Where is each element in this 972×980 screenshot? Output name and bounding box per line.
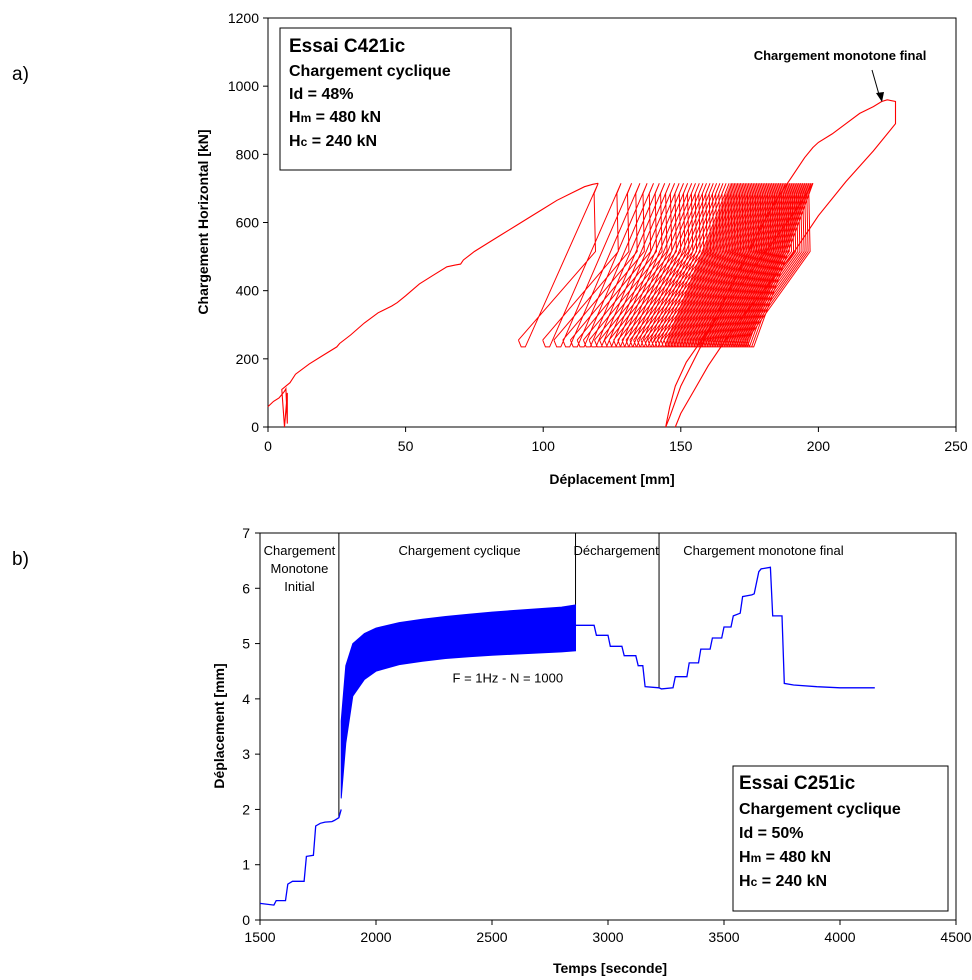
x-tick-label-b-3: 3000 bbox=[592, 929, 623, 945]
panel-label-b: b) bbox=[12, 549, 29, 570]
phase-label-0-1: Monotone bbox=[271, 561, 329, 576]
x-ticks-b: 1500 2000 2500 3000 3500 4000 4500 bbox=[244, 920, 972, 945]
x-tick-label-b-0: 1500 bbox=[244, 929, 275, 945]
x-axis-label-a: Déplacement [mm] bbox=[549, 471, 674, 487]
series-initial-loading bbox=[267, 182, 599, 428]
series-group-b bbox=[259, 533, 875, 906]
x-tick-label-b-2: 2500 bbox=[476, 929, 507, 945]
x-tick-label-b-1: 2000 bbox=[360, 929, 391, 945]
series-initial-staircase bbox=[259, 809, 342, 906]
series-decharge-final bbox=[575, 566, 875, 690]
x-tick-label-b-5: 4000 bbox=[824, 929, 855, 945]
legend-box-b: Essai C251ic Chargement cyclique Id = 50… bbox=[732, 765, 949, 912]
phase-label-1-0: Chargement cyclique bbox=[398, 543, 520, 558]
legend-line-b-2: Id = 50% bbox=[739, 825, 803, 842]
y-axis-label-a: Chargement Horizontal [kN] bbox=[195, 129, 211, 314]
legend-hc-b: Hc = 240 kN bbox=[739, 873, 827, 890]
y-tick-label-a-0: 0 bbox=[251, 419, 259, 435]
legend-line-a-1: Chargement cyclique bbox=[289, 63, 451, 80]
y-tick-label-a-4: 800 bbox=[236, 146, 260, 162]
y-ticks-a: 0 200 400 600 800 1000 1200 bbox=[228, 10, 268, 435]
y-tick-label-a-5: 1000 bbox=[228, 78, 259, 94]
series-final-loading bbox=[665, 99, 897, 428]
legend-hm-a: Hm = 480 kN bbox=[289, 109, 381, 126]
phase-labels-b: Chargement Monotone Initial Chargement cycl… bbox=[264, 543, 844, 594]
x-tick-label-a-2: 100 bbox=[532, 438, 556, 454]
y-tick-label-a-2: 400 bbox=[236, 283, 260, 299]
legend-hc-a: Hc = 240 kN bbox=[289, 133, 377, 150]
annotation-a: Chargement monotone final bbox=[754, 48, 927, 63]
y-tick-label-b-6: 6 bbox=[242, 580, 250, 596]
x-tick-label-a-3: 150 bbox=[669, 438, 693, 454]
series-cycles-dense bbox=[664, 183, 813, 347]
x-tick-label-a-5: 250 bbox=[944, 438, 968, 454]
annotation-arrowhead-a bbox=[876, 92, 884, 102]
phase-label-0-2: Initial bbox=[284, 579, 314, 594]
y-tick-label-b-3: 3 bbox=[242, 746, 250, 762]
legend-line-a-2: Id = 48% bbox=[289, 86, 353, 103]
legend-hm-b: Hm = 480 kN bbox=[739, 849, 831, 866]
y-tick-label-a-3: 600 bbox=[236, 215, 260, 231]
chart-b: b) 1500 2000 2500 3000 3500 4000 4500 0 1 2 3 4 5 6 7… bbox=[12, 525, 972, 976]
x-tick-label-a-1: 50 bbox=[398, 438, 414, 454]
phase-label-2-0: Déchargement bbox=[573, 543, 659, 558]
legend-frame-a bbox=[279, 27, 512, 171]
chart-a: a) 0 50 100 150 200 250 0 200 400 600 800 1000 1200… bbox=[12, 10, 968, 487]
legend-line-b-1: Chargement cyclique bbox=[739, 801, 901, 818]
y-tick-label-b-2: 2 bbox=[242, 801, 250, 817]
y-tick-label-a-6: 1200 bbox=[228, 10, 259, 26]
series-cycles bbox=[517, 183, 814, 348]
series-cyclic-band bbox=[340, 604, 576, 799]
x-tick-label-b-4: 3500 bbox=[708, 929, 739, 945]
series-group-a bbox=[267, 99, 897, 428]
y-axis-label-b: Déplacement [mm] bbox=[211, 663, 227, 788]
cycle-annotation-b: F = 1Hz - N = 1000 bbox=[453, 670, 564, 685]
x-tick-label-a-4: 200 bbox=[807, 438, 831, 454]
legend-title-a: Essai C421ic bbox=[289, 36, 406, 57]
y-tick-label-b-4: 4 bbox=[242, 691, 250, 707]
y-tick-label-a-1: 200 bbox=[236, 351, 260, 367]
x-axis-label-b: Temps [seconde] bbox=[553, 960, 667, 976]
y-tick-label-b-7: 7 bbox=[242, 525, 250, 541]
legend-title-b: Essai C251ic bbox=[739, 773, 856, 794]
panel-label-a: a) bbox=[12, 64, 29, 85]
legend-box-a: Essai C421ic Chargement cyclique Id = 48… bbox=[279, 27, 512, 171]
y-tick-label-b-1: 1 bbox=[242, 857, 250, 873]
y-tick-label-b-5: 5 bbox=[242, 636, 250, 652]
phase-label-3-0: Chargement monotone final bbox=[683, 543, 844, 558]
x-tick-label-b-6: 4500 bbox=[940, 929, 971, 945]
legend-frame-b bbox=[732, 765, 949, 912]
x-tick-label-a-0: 0 bbox=[264, 438, 272, 454]
y-ticks-b: 0 1 2 3 4 5 6 7 bbox=[242, 525, 260, 928]
y-tick-label-b-0: 0 bbox=[242, 912, 250, 928]
series-unloading bbox=[665, 183, 814, 428]
x-ticks-a: 0 50 100 150 200 250 bbox=[264, 427, 968, 454]
phase-label-0-0: Chargement bbox=[264, 543, 336, 558]
